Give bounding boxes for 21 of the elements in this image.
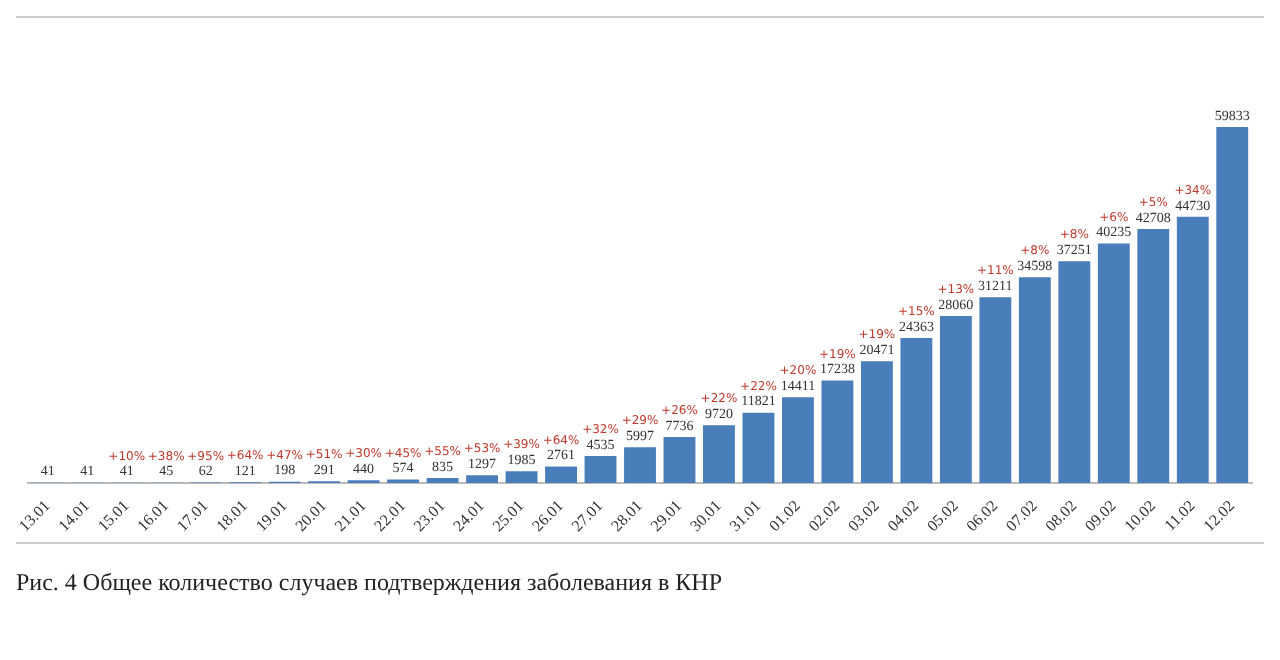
bar — [781, 397, 814, 483]
bar — [624, 447, 656, 483]
bar — [742, 412, 775, 483]
bar — [703, 425, 735, 483]
bar — [1058, 261, 1091, 483]
bar — [663, 436, 696, 483]
bar — [1216, 126, 1249, 483]
bar — [505, 471, 538, 483]
bar — [979, 297, 1012, 483]
bar — [860, 361, 893, 483]
bar — [939, 316, 972, 483]
bar — [1097, 243, 1130, 483]
bar — [1176, 216, 1209, 483]
bar — [1018, 277, 1051, 483]
bar — [821, 380, 854, 483]
bar — [466, 475, 499, 483]
text: Рис. 4 Общее количество случаев подтверждения заболевания в КНР — [16, 568, 725, 598]
bar — [545, 466, 577, 483]
bar — [1137, 228, 1170, 483]
bar — [584, 455, 617, 483]
bar — [900, 338, 933, 483]
